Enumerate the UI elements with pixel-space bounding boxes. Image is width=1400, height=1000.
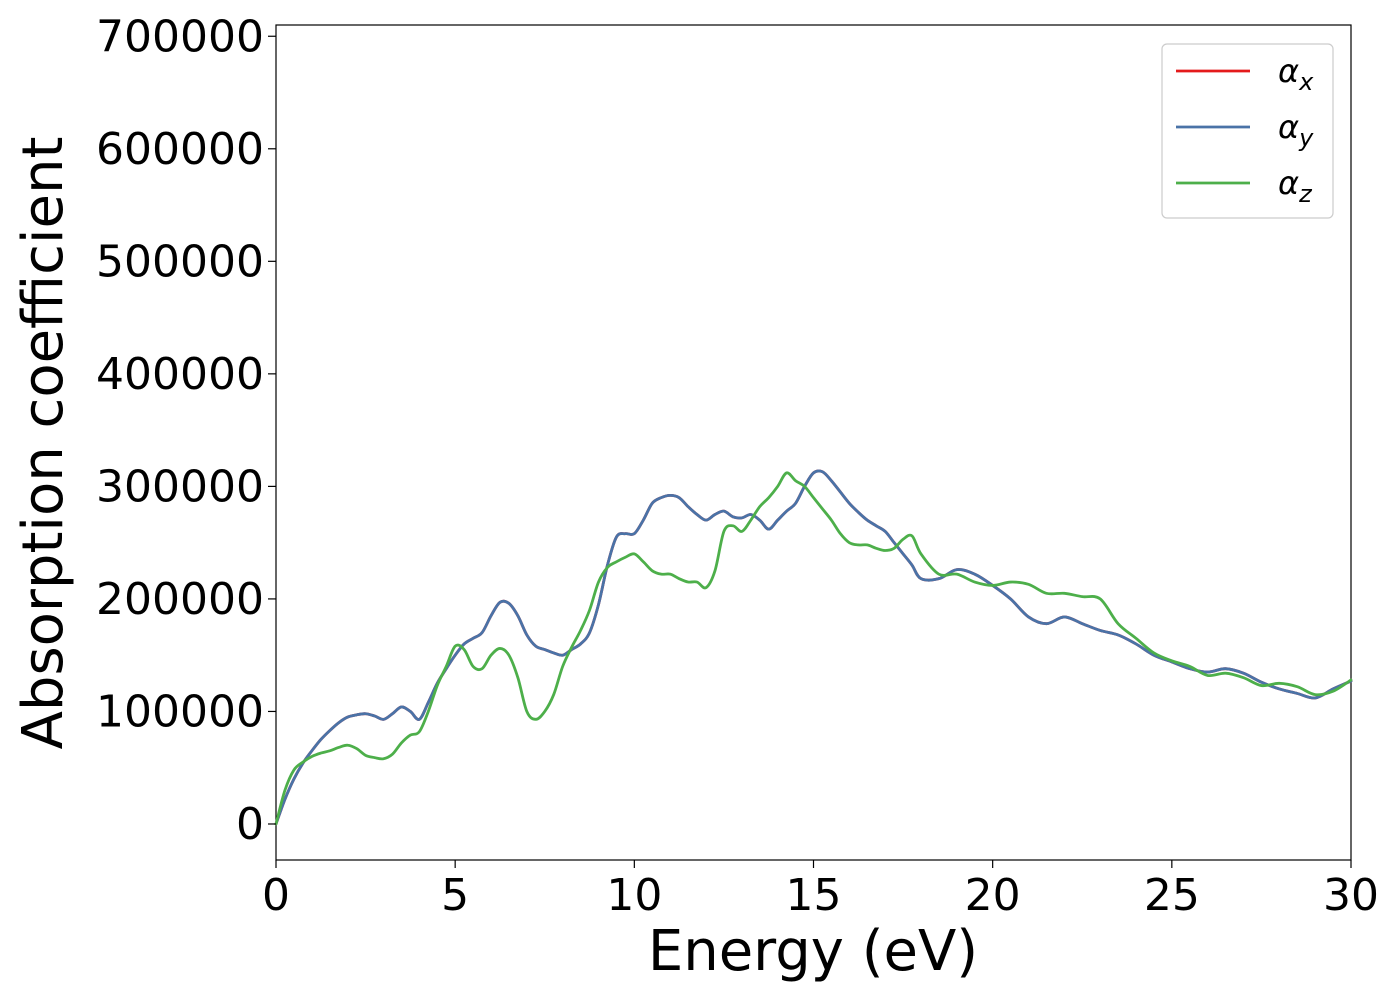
- series-line-z: [274, 471, 1353, 826]
- x-tick-label: 10: [606, 870, 662, 921]
- legend-box: [1161, 43, 1334, 219]
- series-layer: [274, 469, 1353, 826]
- x-tick-label: 25: [1144, 870, 1200, 921]
- legend-label-z: αz: [1278, 164, 1313, 208]
- x-tick-label: 15: [786, 870, 842, 921]
- legend-label-sub: y: [1298, 124, 1314, 152]
- legend-label-y: αy: [1278, 108, 1314, 152]
- y-tick-label: 300000: [96, 461, 264, 512]
- y-axis-title: Absorption coefficient: [11, 137, 76, 750]
- x-tick-label: 20: [965, 870, 1021, 921]
- x-tick-label: 5: [441, 870, 469, 921]
- y-axis-ticks: 0 100000 200000 300000 400000 500000 600000 700…: [96, 11, 276, 850]
- legend-label-base: α: [1278, 164, 1299, 202]
- y-tick-label: 600000: [96, 124, 264, 175]
- legend-label-base: α: [1278, 52, 1299, 90]
- x-axis-ticks: 0 5 10 15 20 25 30: [262, 860, 1379, 921]
- legend-label-sub: z: [1298, 180, 1313, 208]
- y-tick-label: 100000: [96, 686, 264, 737]
- legend-label-x: αx: [1278, 52, 1314, 96]
- x-tick-label: 30: [1323, 870, 1379, 921]
- y-tick-label: 500000: [96, 236, 264, 287]
- x-tick-label: 0: [262, 870, 290, 921]
- x-axis-title: Energy (eV): [648, 919, 978, 984]
- y-tick-label: 200000: [96, 574, 264, 625]
- legend-label-base: α: [1278, 108, 1299, 146]
- y-tick-label: 700000: [96, 11, 264, 62]
- series-line-y: [274, 469, 1353, 826]
- y-tick-label: 0: [236, 799, 264, 850]
- legend-label-sub: x: [1298, 68, 1314, 96]
- y-tick-label: 400000: [96, 349, 264, 400]
